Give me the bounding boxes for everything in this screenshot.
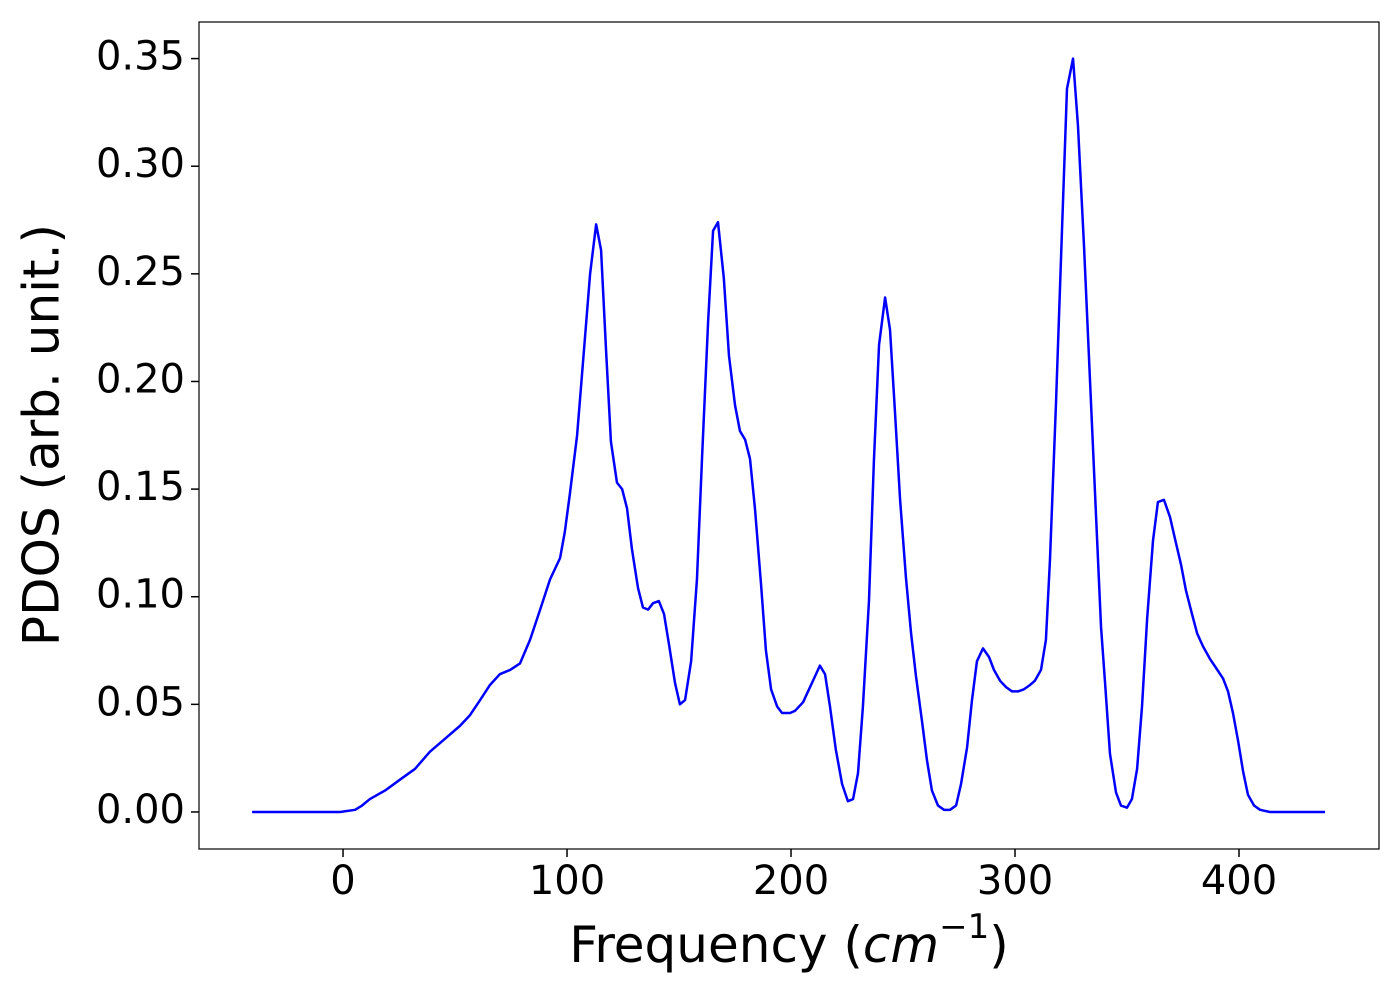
x-label-unit: cm — [863, 916, 939, 974]
x-label-text: Frequency ( — [569, 916, 863, 974]
y-tick-label: 0.35 — [96, 34, 185, 80]
x-tick-label: 300 — [977, 858, 1053, 904]
x-label-exponent: −1 — [939, 907, 989, 947]
y-tick-label: 0.00 — [96, 787, 185, 833]
x-tick-label: 0 — [330, 858, 355, 904]
y-axis-label: PDOS (arb. unit.) — [13, 224, 71, 646]
y-tick-label: 0.20 — [96, 356, 185, 402]
x-axis-label: Frequency (cm−1) — [569, 907, 1009, 974]
y-tick-label: 0.05 — [96, 679, 185, 725]
x-tick-label: 100 — [529, 858, 605, 904]
y-tick-label: 0.30 — [96, 141, 185, 187]
data-line — [252, 57, 1326, 814]
y-tick-label: 0.25 — [96, 249, 185, 295]
x-tick-label: 200 — [753, 858, 829, 904]
y-tick-label: 0.15 — [96, 464, 185, 510]
x-tick-label: 400 — [1201, 858, 1277, 904]
y-tick-label: 0.10 — [96, 572, 185, 618]
plot-frame — [198, 21, 1380, 850]
x-label-close: ) — [989, 916, 1009, 974]
